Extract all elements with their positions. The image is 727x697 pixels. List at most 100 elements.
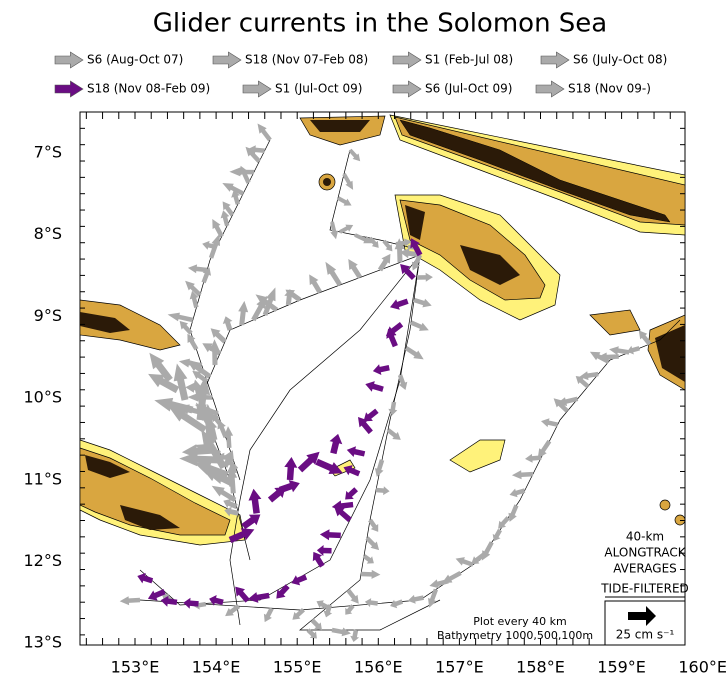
current-arrow (231, 190, 240, 205)
current-arrow (511, 470, 534, 480)
current-arrow (492, 528, 502, 542)
current-arrow (211, 485, 237, 503)
legend-label: S18 (Nov 09-) (568, 82, 651, 96)
current-arrow (579, 371, 599, 381)
current-arrow (306, 628, 317, 639)
current-arrow (209, 595, 224, 606)
legend-label: S1 (Feb-Jul 08) (425, 53, 513, 67)
current-arrow (508, 504, 519, 522)
annotation: Bathymetry 1000,500,100m (437, 629, 593, 642)
current-arrow (498, 516, 510, 529)
current-arrow (358, 417, 373, 435)
current-arrow (201, 403, 216, 441)
current-arrow (149, 352, 173, 383)
current-arrow (397, 374, 408, 390)
legend-arrow (540, 51, 570, 69)
legend-label: S6 (Aug-Oct 07) (87, 53, 183, 67)
current-arrow (212, 219, 224, 238)
lon-label: 153°E (111, 658, 160, 677)
current-arrow (185, 280, 202, 297)
current-arrow (360, 569, 381, 579)
current-arrow (240, 165, 251, 184)
current-arrow (148, 373, 180, 394)
current-arrow (627, 345, 640, 355)
current-arrow (372, 364, 390, 375)
current-arrow (368, 236, 379, 248)
lon-label: 156°E (354, 658, 403, 677)
current-arrow (241, 514, 261, 530)
current-arrow (537, 439, 552, 459)
current-arrow (410, 238, 423, 257)
current-arrow (222, 316, 233, 331)
current-arrow (247, 592, 270, 603)
current-arrow (201, 429, 227, 470)
current-arrow (400, 264, 416, 280)
lon-label: 160°E (678, 658, 727, 677)
lon-label: 159°E (597, 658, 646, 677)
current-arrow (208, 233, 220, 259)
current-arrow (263, 607, 274, 623)
current-arrow (541, 418, 559, 428)
current-arrow (331, 627, 351, 637)
current-arrow (187, 264, 208, 274)
annotation: TIDE-FILTERED (600, 582, 689, 596)
current-arrow (368, 518, 379, 532)
current-arrow (374, 459, 385, 477)
annotation-box: 40-km ALONGTRACK AVERAGES TIDE-FILTERED … (437, 530, 689, 646)
lon-label: 155°E (273, 658, 322, 677)
legend-arrow (392, 80, 422, 98)
current-arrow (390, 298, 409, 310)
current-arrow (388, 401, 398, 416)
current-arrow (441, 571, 462, 584)
current-arrow (201, 267, 211, 284)
current-arrow (455, 557, 474, 567)
current-arrow (345, 487, 358, 500)
current-arrow (325, 261, 343, 287)
current-arrow (228, 528, 255, 543)
current-arrow (257, 123, 272, 142)
lon-label: 158°E (516, 658, 565, 677)
lat-label: 9°S (34, 306, 62, 325)
current-arrow (189, 290, 199, 309)
current-arrow (428, 588, 438, 608)
current-arrow (284, 457, 298, 481)
current-arrow (481, 541, 494, 561)
current-arrow (167, 312, 194, 323)
current-arrow (377, 253, 391, 272)
legend-label: S1 (Jul-Oct 09) (275, 82, 362, 96)
lat-label: 12°S (23, 551, 62, 570)
legend-arrow (54, 80, 84, 98)
current-arrow (638, 330, 652, 346)
current-arrow (329, 433, 343, 455)
current-arrow (291, 574, 308, 586)
lon-label: 154°E (192, 658, 241, 677)
current-arrow (556, 396, 579, 406)
bathymetry (79, 114, 686, 546)
current-arrow (160, 595, 178, 607)
legend-arrow (212, 51, 242, 69)
current-arrow (365, 381, 384, 392)
legend-arrow (392, 51, 422, 69)
current-arrow (222, 183, 245, 196)
current-arrow (235, 586, 250, 603)
current-arrow (404, 346, 424, 360)
current-arrow (364, 598, 378, 608)
current-arrow (413, 297, 432, 308)
current-arrow (343, 465, 361, 477)
current-arrow (333, 505, 352, 523)
current-arrow (310, 618, 322, 631)
lat-label: 10°S (23, 388, 62, 407)
current-arrow (225, 604, 241, 617)
current-arrow (575, 376, 590, 389)
current-arrow (399, 248, 421, 259)
legend: S6 (Aug-Oct 07) S18 (Nov 07-Feb 08) S1 (Fe… (54, 51, 667, 98)
current-arrow (348, 259, 363, 279)
current-arrow (222, 201, 235, 217)
current-arrow (348, 148, 361, 162)
current-arrow (209, 339, 220, 366)
scale-label: 25 cm s⁻¹ (616, 628, 675, 642)
current-arrow (262, 287, 276, 316)
current-arrow (245, 146, 261, 163)
current-arrow (354, 233, 374, 244)
current-arrow (362, 554, 374, 564)
